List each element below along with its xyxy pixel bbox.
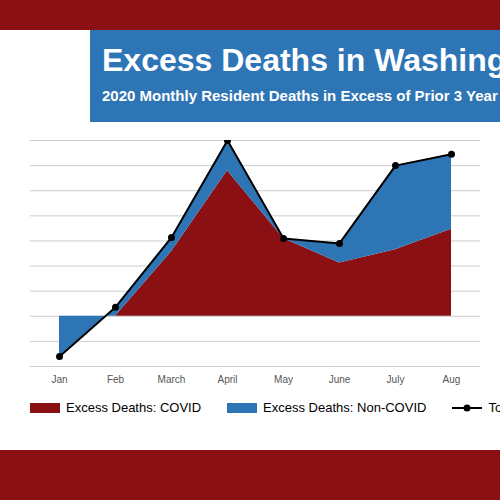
svg-text:Feb: Feb: [107, 374, 125, 385]
svg-text:March: March: [158, 374, 186, 385]
svg-text:April: April: [217, 374, 237, 385]
svg-text:June: June: [329, 374, 351, 385]
svg-text:Aug: Aug: [443, 374, 461, 385]
html-text:Excess Deaths: Non-COVID: Excess Deaths: Non-COVID: [263, 400, 427, 415]
svg-text:July: July: [387, 374, 405, 385]
svg-text:Jan: Jan: [51, 374, 67, 385]
svg-text:May: May: [274, 374, 293, 385]
html-text:Excess Deaths: COVID: Excess Deaths: COVID: [66, 400, 202, 415]
